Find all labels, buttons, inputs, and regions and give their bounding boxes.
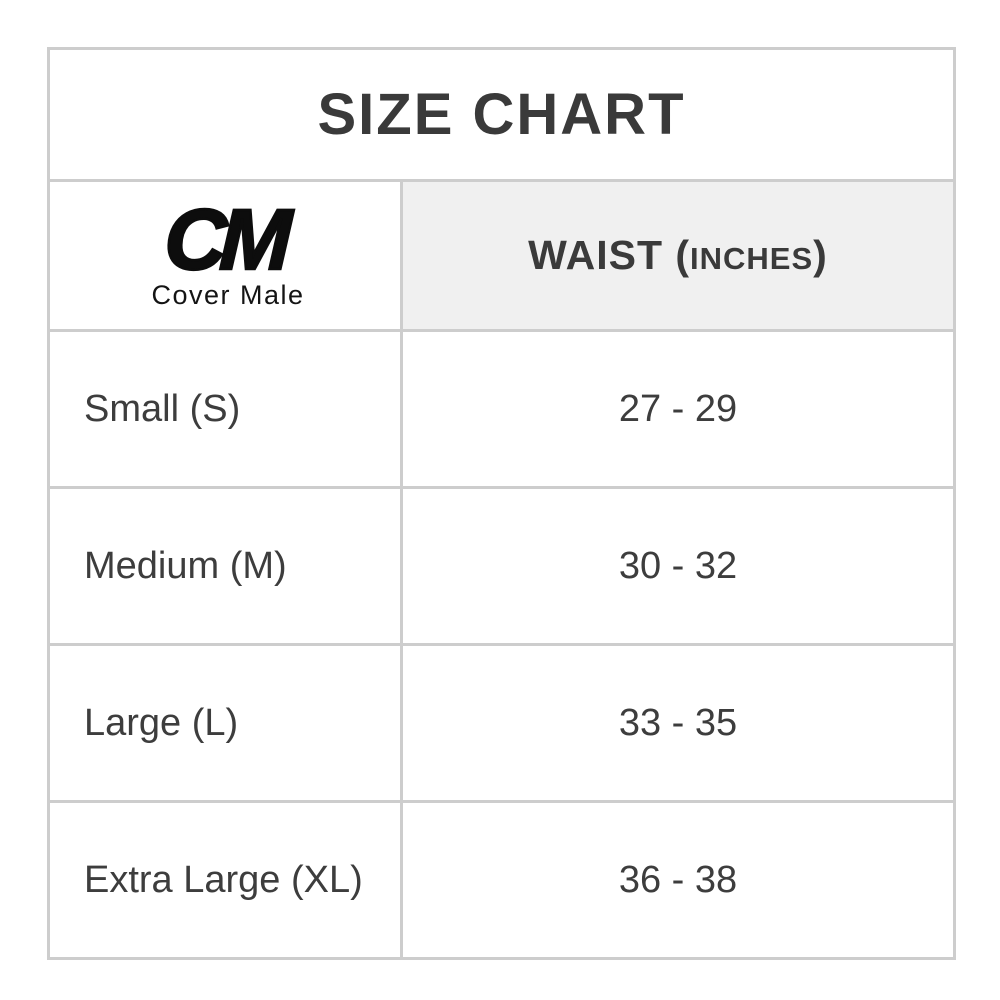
waist-range-large: 33 - 35 [400, 643, 956, 803]
waist-header-units: INCHES [690, 241, 814, 276]
size-label-large: Large (L) [47, 643, 403, 803]
table-row: Extra Large (XL) 36 - 38 [47, 800, 956, 960]
title-row: SIZE CHART [47, 47, 956, 182]
size-chart-table: SIZE CHART CM Cover Male WAIST (INCHES) … [47, 47, 956, 960]
waist-range-small: 27 - 29 [400, 329, 956, 489]
waist-column-header: WAIST (INCHES) [528, 232, 828, 278]
size-label-small: Small (S) [47, 329, 403, 489]
waist-header-suffix: ) [813, 232, 828, 278]
size-label-extra-large: Extra Large (XL) [47, 800, 403, 960]
page-title: SIZE CHART [317, 82, 686, 147]
cover-male-logo: CM Cover Male [145, 191, 305, 310]
waist-column-header-cell: WAIST (INCHES) [400, 179, 956, 332]
table-row: Medium (M) 30 - 32 [47, 486, 956, 646]
waist-range-medium: 30 - 32 [400, 486, 956, 646]
size-label-medium: Medium (M) [47, 486, 403, 646]
table-row: Small (S) 27 - 29 [47, 329, 956, 489]
waist-header-prefix: WAIST ( [528, 232, 691, 278]
header-row: CM Cover Male WAIST (INCHES) [47, 179, 956, 332]
table-row: Large (L) 33 - 35 [47, 643, 956, 803]
waist-range-extra-large: 36 - 38 [400, 800, 956, 960]
logo-brand-name: Cover Male [151, 279, 305, 310]
logo-cm-monogram: CM [162, 191, 288, 290]
title-cell: SIZE CHART [47, 47, 956, 182]
brand-logo-cell: CM Cover Male [47, 179, 403, 332]
